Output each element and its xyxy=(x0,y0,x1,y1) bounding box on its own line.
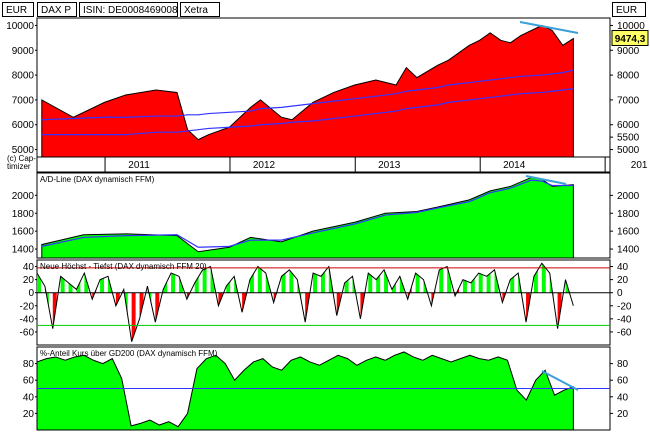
y-tick-right-3-0: 40 xyxy=(617,262,629,273)
instrument-label: DAX P xyxy=(37,2,77,17)
hl-segment-31 xyxy=(281,273,286,293)
x-tick-label-4: 201 xyxy=(631,160,648,171)
hl-segment-28 xyxy=(257,266,262,293)
moving-average-long xyxy=(41,88,574,136)
hl-segment-20 xyxy=(194,276,199,293)
y-tick-left-3-5: -60 xyxy=(20,327,35,338)
y-tick-right-3-2: 0 xyxy=(617,288,623,299)
hl-segment-3 xyxy=(60,276,65,293)
y-tick-left-2-0: 2000 xyxy=(12,191,35,202)
y-tick-right-3-1: 20 xyxy=(617,275,629,286)
trend-marker-gd200 xyxy=(541,370,579,391)
hl-segment-15 xyxy=(155,292,160,323)
x-tick-label-1: 2012 xyxy=(253,160,276,171)
y-tick-right-2-1: 1800 xyxy=(617,209,640,220)
hl-segment-64 xyxy=(541,263,546,293)
hl-segment-60 xyxy=(510,276,515,293)
panel-title-hl: Neue Höchst - Tiefst (DAX dynamisch FFM … xyxy=(40,262,207,271)
panel-title-gd200: %-Anteil Kurs über GD200 (DAX dynamisch … xyxy=(40,349,218,358)
trend-marker-ad xyxy=(525,175,567,185)
hl-segment-10 xyxy=(115,292,120,306)
x-tick-label-2: 2013 xyxy=(378,160,401,171)
y-tick-right-1-5: 5500 xyxy=(617,133,640,144)
y-tick-right-4-3: 20 xyxy=(617,409,629,420)
y-tick-left-3-0: 40 xyxy=(23,262,35,273)
y-tick-left-1-4: 6000 xyxy=(12,120,35,131)
currency-label-right: EUR xyxy=(612,2,646,17)
currency-label-left: EUR xyxy=(2,2,34,17)
hl-segment-51 xyxy=(439,268,444,293)
hl-segment-44 xyxy=(384,269,389,293)
panel-title-ad: A/D-Line (DAX dynamisch FFM) xyxy=(40,175,155,184)
y-tick-right-2-3: 1400 xyxy=(617,245,640,256)
hl-segment-48 xyxy=(415,273,420,293)
y-tick-right-3-3: -20 xyxy=(617,301,632,312)
hl-outline xyxy=(36,262,574,342)
hl-segment-57 xyxy=(486,273,491,293)
x-tick-label-3: 2014 xyxy=(503,160,526,171)
x-axis-band xyxy=(36,156,611,173)
hl-segment-56 xyxy=(478,273,483,293)
y-tick-left-3-1: 20 xyxy=(23,275,35,286)
y-tick-right-3-5: -60 xyxy=(617,327,632,338)
y-tick-right-3-4: -40 xyxy=(617,314,632,325)
isin-label: ISIN: DE0008469008 xyxy=(79,2,178,17)
gd200-area xyxy=(36,351,574,431)
y-tick-right-4-1: 60 xyxy=(617,376,629,387)
y-tick-left-1-1: 9000 xyxy=(12,46,35,57)
last-price-label: 9474,3 xyxy=(615,34,646,45)
x-tick-label-0: 2011 xyxy=(128,160,150,171)
y-tick-left-1-5: 5000 xyxy=(12,145,35,156)
y-tick-right-1-1: 9000 xyxy=(617,46,640,57)
y-tick-left-1-3: 7000 xyxy=(12,95,35,106)
trend-marker-price xyxy=(519,21,579,34)
moving-average-short xyxy=(41,69,574,121)
y-tick-right-1-3: 7000 xyxy=(617,95,640,106)
hl-segment-24 xyxy=(226,281,231,293)
hl-segment-43 xyxy=(376,274,381,293)
hl-segment-36 xyxy=(320,271,325,293)
y-tick-left-3-3: -20 xyxy=(20,301,35,312)
price-area xyxy=(41,24,574,158)
hl-segment-32 xyxy=(289,269,294,293)
y-tick-left-1-2: 8000 xyxy=(12,71,35,82)
y-tick-left-2-1: 1800 xyxy=(12,209,35,220)
hl-segment-21 xyxy=(202,268,207,293)
hl-segment-54 xyxy=(462,279,467,293)
hl-segment-42 xyxy=(368,273,373,293)
y-tick-left-2-2: 1600 xyxy=(12,227,35,238)
hl-segment-27 xyxy=(249,273,254,293)
ad-line-average xyxy=(41,179,574,248)
hl-segment-52 xyxy=(447,266,452,293)
y-tick-left-4-1: 60 xyxy=(23,376,35,387)
y-tick-right-1-2: 8000 xyxy=(617,71,640,82)
y-tick-left-3-2: 0 xyxy=(28,288,34,299)
hl-segment-8 xyxy=(100,277,105,293)
y-tick-right-2-0: 2000 xyxy=(617,191,640,202)
hl-segment-35 xyxy=(313,273,318,293)
hl-segment-39 xyxy=(344,279,349,293)
y-tick-right-1-0: 10000 xyxy=(617,21,645,32)
hl-segment-17 xyxy=(171,273,176,293)
y-tick-right-4-2: 40 xyxy=(617,392,629,403)
hl-segment-12 xyxy=(131,292,136,342)
y-tick-left-4-0: 80 xyxy=(23,359,35,370)
y-tick-right-2-2: 1600 xyxy=(617,227,640,238)
y-tick-left-2-3: 1400 xyxy=(12,245,35,256)
y-tick-right-4-0: 80 xyxy=(617,359,629,370)
copyright-line-1: timizer xyxy=(7,162,31,171)
y-tick-right-1-4: 6000 xyxy=(617,120,640,131)
exchange-label: Xetra xyxy=(180,2,220,17)
y-tick-left-4-2: 40 xyxy=(23,392,35,403)
last-price-box xyxy=(611,30,649,47)
y-tick-left-4-3: 20 xyxy=(23,409,35,420)
y-tick-left-3-4: -40 xyxy=(20,314,35,325)
hl-segment-13 xyxy=(139,292,144,319)
y-tick-right-1-6: 5000 xyxy=(617,145,640,156)
y-tick-left-1-0: 10000 xyxy=(6,21,34,32)
copyright-line-0: (c) Cap- xyxy=(7,154,36,163)
